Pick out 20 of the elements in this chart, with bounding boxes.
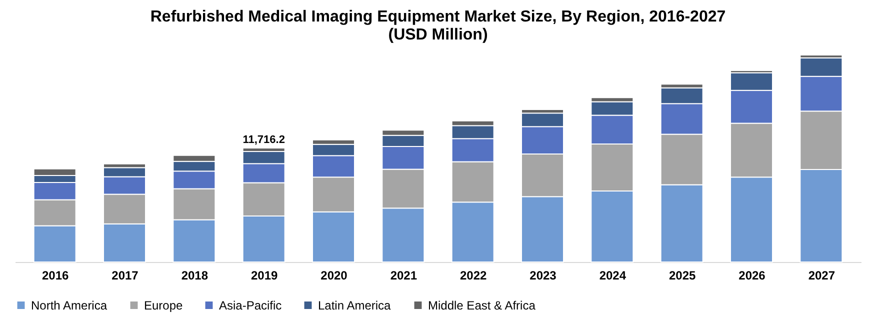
x-tick-label: 2023 <box>530 268 557 282</box>
x-tick-label: 2022 <box>460 268 488 282</box>
x-tick-label: 2021 <box>390 268 418 282</box>
legend-label: Asia-Pacific <box>219 298 282 312</box>
annotation: 11,716.2 <box>242 134 285 146</box>
x-tick-label: 2025 <box>668 268 696 282</box>
x-tick-label: 2024 <box>599 268 626 282</box>
legend-label: Europe <box>144 298 184 312</box>
x-tick-label: 2017 <box>112 268 139 282</box>
legend-label: Latin America <box>318 298 392 312</box>
x-tick-label: 2016 <box>42 268 70 282</box>
x-tick-label: 2019 <box>250 268 278 282</box>
x-tick-label: 2018 <box>181 268 208 282</box>
text: Refurbished Medical Imaging Equipment Market Size, By Region, 2016-2027 <box>150 8 726 26</box>
x-tick-label: 2020 <box>320 268 348 282</box>
legend-label: North America <box>31 298 108 312</box>
x-tick-label: 2026 <box>738 268 766 282</box>
x-tick-label: 2027 <box>808 268 836 282</box>
legend-label: Middle East & Africa <box>428 298 536 312</box>
text: (USD Million) <box>388 26 488 44</box>
